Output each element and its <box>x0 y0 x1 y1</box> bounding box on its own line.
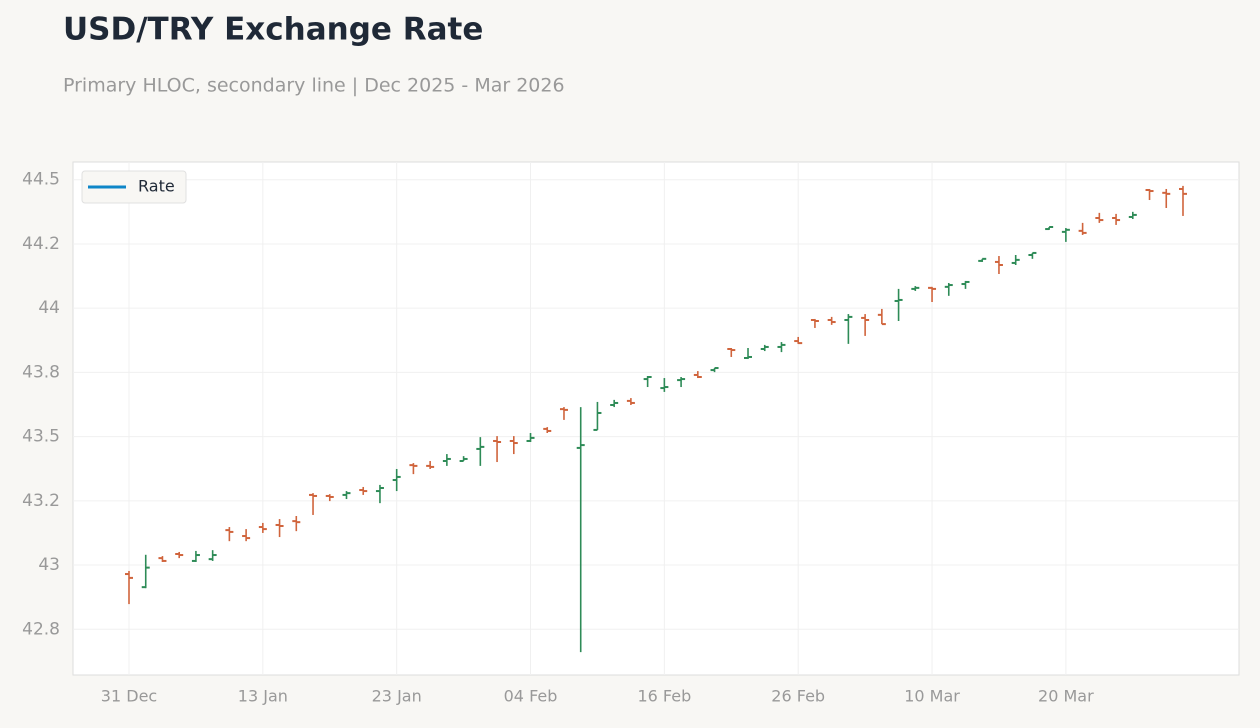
y-tick-label: 43 <box>38 555 60 575</box>
y-tick-label: 43.2 <box>22 491 60 511</box>
legend-label: Rate <box>138 177 175 196</box>
y-tick-label: 44.2 <box>22 234 60 254</box>
x-tick-label: 20 Mar <box>1038 687 1094 706</box>
y-tick-label: 43.5 <box>22 427 60 447</box>
x-tick-label: 16 Feb <box>637 687 691 706</box>
x-tick-label: 04 Feb <box>504 687 558 706</box>
chart-title: USD/TRY Exchange Rate <box>63 12 483 48</box>
chart-subtitle: Primary HLOC, secondary line | Dec 2025 … <box>63 75 565 97</box>
x-tick-label: 31 Dec <box>101 687 157 706</box>
y-tick-label: 43.8 <box>22 362 60 382</box>
x-tick-label: 26 Feb <box>771 687 825 706</box>
x-tick-label: 13 Jan <box>238 687 288 706</box>
legend-box <box>81 170 187 204</box>
x-tick-label: 10 Mar <box>904 687 960 706</box>
y-tick-label: 42.8 <box>22 619 60 639</box>
x-tick-label: 23 Jan <box>372 687 422 706</box>
y-tick-label: 44.5 <box>22 170 60 190</box>
plot-area <box>72 161 1240 676</box>
y-tick-label: 44 <box>38 298 60 318</box>
